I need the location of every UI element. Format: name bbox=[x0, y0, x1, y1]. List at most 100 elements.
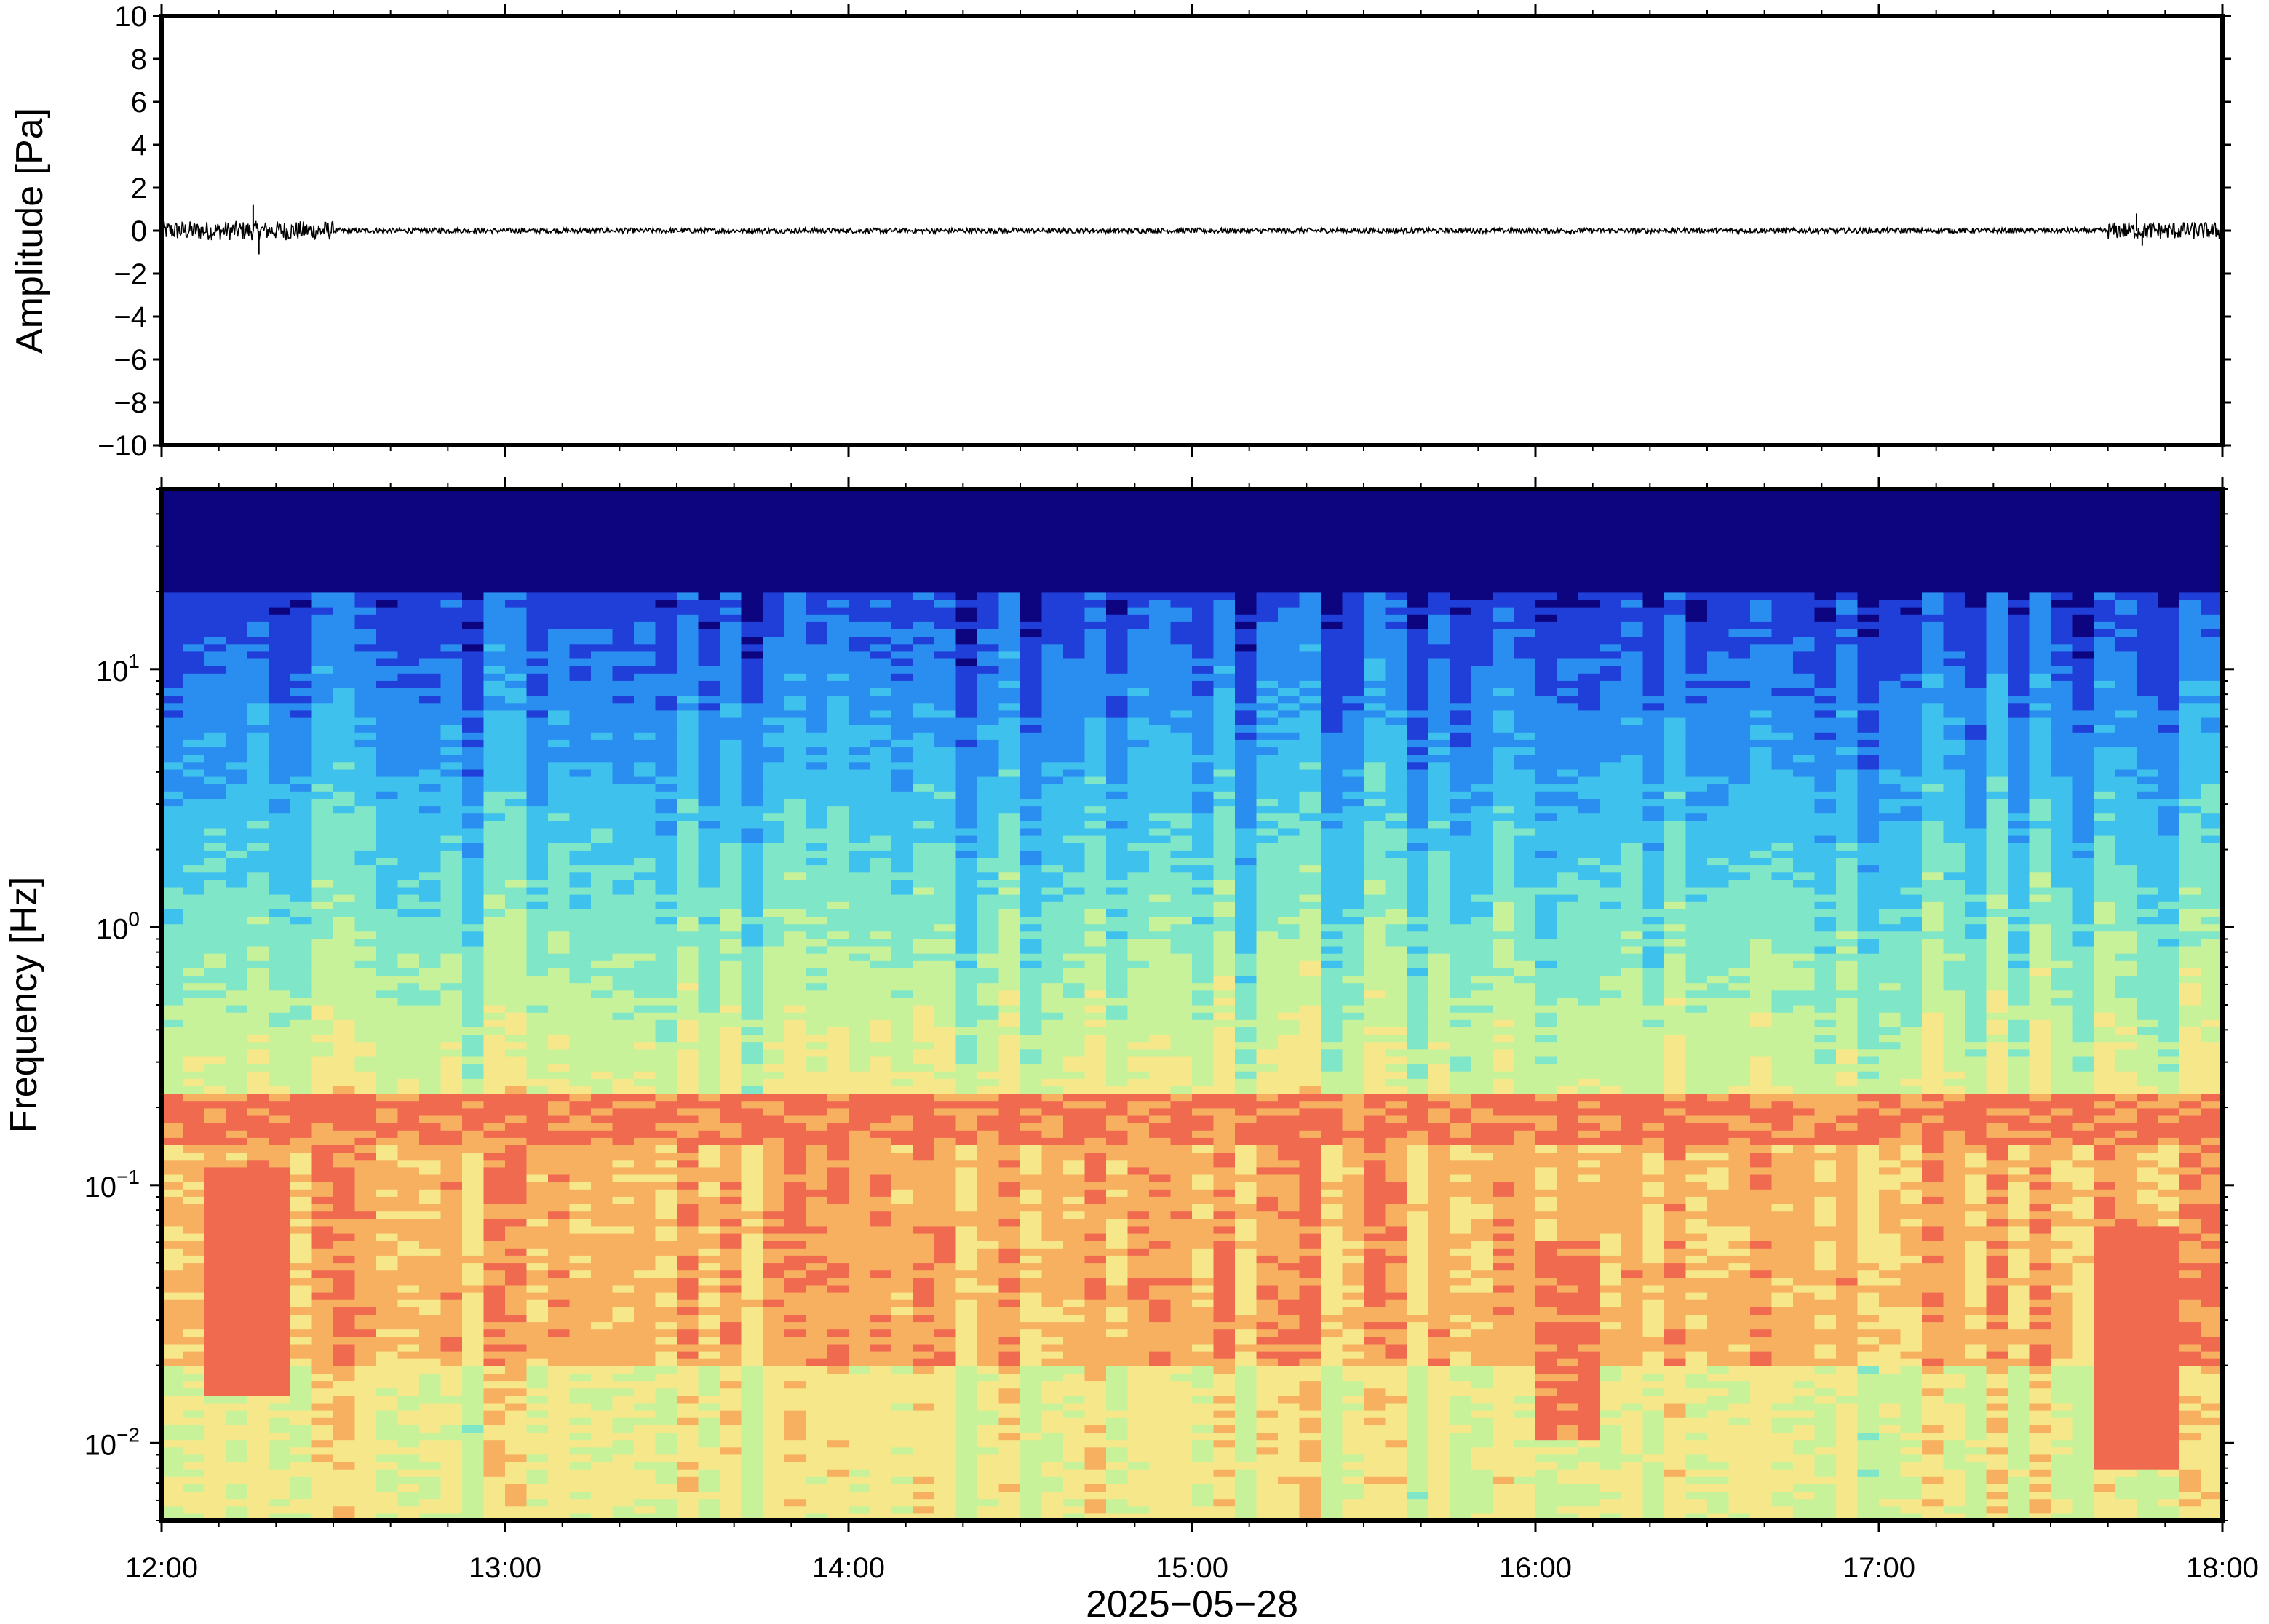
spectrogram-cell bbox=[247, 614, 270, 622]
spectrogram-cell bbox=[784, 643, 806, 652]
spectrogram-cell bbox=[677, 1462, 699, 1470]
spectrogram-cell bbox=[483, 850, 506, 858]
spectrogram-cell bbox=[440, 1395, 463, 1404]
spectrogram-cell bbox=[226, 540, 248, 549]
spectrogram-cell bbox=[162, 754, 184, 763]
spectrogram-cell bbox=[505, 1343, 528, 1352]
spectrogram-cell bbox=[269, 503, 291, 512]
spectrogram-cell bbox=[419, 1093, 442, 1102]
spectrogram-cell bbox=[720, 1034, 742, 1043]
spectrogram-cell bbox=[569, 1307, 592, 1315]
spectrogram-cell bbox=[548, 1417, 571, 1425]
spectrogram-cell bbox=[505, 1432, 528, 1441]
spectrogram-cell bbox=[419, 1123, 442, 1131]
spectrogram-cell bbox=[376, 1410, 399, 1418]
spectrogram-cell bbox=[827, 1064, 849, 1072]
spectrogram-cell bbox=[655, 1145, 677, 1153]
spectrogram-cell bbox=[247, 1292, 270, 1300]
spectrogram-cell bbox=[548, 879, 571, 888]
spectrogram-cell bbox=[526, 805, 549, 814]
spectrogram-cell bbox=[655, 960, 677, 968]
spectrogram-cell bbox=[763, 1012, 785, 1020]
spectrogram-cell bbox=[526, 1314, 549, 1323]
spectrogram-cell bbox=[462, 496, 485, 504]
spectrogram-cell bbox=[741, 1196, 763, 1204]
spectrogram-cell bbox=[655, 702, 677, 711]
spectrogram-cell bbox=[226, 650, 248, 659]
spectrogram-cell bbox=[634, 1505, 656, 1514]
spectrogram-cell bbox=[397, 1351, 420, 1359]
spectrogram-cell bbox=[591, 570, 613, 578]
spectrogram-cell bbox=[354, 1425, 377, 1433]
spectrogram-cell bbox=[462, 1012, 485, 1020]
spectrogram-cell bbox=[333, 1277, 356, 1286]
spectrogram-cell bbox=[333, 562, 356, 570]
spectrogram-cell bbox=[548, 1211, 571, 1219]
spectrogram-cell bbox=[376, 982, 399, 991]
spectrogram-cell bbox=[870, 702, 892, 711]
spectrogram-cell bbox=[462, 843, 485, 851]
spectrogram-cell bbox=[204, 1225, 227, 1234]
spectrogram-cell bbox=[333, 636, 356, 645]
spectrogram-cell bbox=[591, 761, 613, 770]
spectrogram-cell bbox=[247, 931, 270, 939]
spectrogram-cell bbox=[677, 680, 699, 688]
spectrogram-cell bbox=[462, 1123, 485, 1131]
spectrogram-cell bbox=[548, 1196, 571, 1204]
spectrogram-cell bbox=[204, 650, 227, 659]
spectrogram-cell bbox=[483, 1005, 506, 1013]
spectrogram-cell bbox=[505, 1218, 528, 1227]
spectrogram-cell bbox=[269, 827, 291, 836]
spectrogram-cell bbox=[548, 709, 571, 718]
spectrogram-cell bbox=[333, 1019, 356, 1027]
spectrogram-cell bbox=[655, 1064, 677, 1072]
spectrogram-cell bbox=[462, 1056, 485, 1064]
spectrogram-cell bbox=[870, 1166, 892, 1175]
spectrogram-cell bbox=[204, 776, 227, 784]
spectrogram-cell bbox=[891, 805, 914, 814]
spectrogram-cell bbox=[311, 960, 334, 968]
spectrogram-cell bbox=[655, 1329, 677, 1337]
spectrogram-cell bbox=[290, 496, 313, 504]
spectrogram-cell bbox=[612, 1277, 635, 1286]
spectrogram-cell bbox=[698, 1343, 720, 1352]
spectrogram-cell bbox=[483, 864, 506, 873]
spectrogram-cell bbox=[698, 990, 720, 998]
spectrogram-cell bbox=[183, 1255, 205, 1264]
spectrogram-cell bbox=[698, 1086, 720, 1094]
spectrogram-cell bbox=[677, 1358, 699, 1366]
spectrogram-cell bbox=[269, 1329, 291, 1337]
spectrogram-cell bbox=[440, 503, 463, 512]
spectrogram-cell bbox=[505, 879, 528, 888]
spectrogram-cell bbox=[333, 1380, 356, 1389]
spectrogram-cell bbox=[226, 525, 248, 534]
spectrogram-cell bbox=[634, 1380, 656, 1389]
spectrogram-cell bbox=[269, 1225, 291, 1234]
spectrogram-cell bbox=[741, 607, 763, 615]
spectrogram-cell bbox=[204, 1123, 227, 1131]
spectrogram-cell bbox=[269, 1380, 291, 1389]
spectrogram-cell bbox=[763, 1484, 785, 1492]
spectrogram-cell bbox=[419, 717, 442, 725]
spectrogram-cell bbox=[849, 1417, 871, 1425]
spectrogram-cell bbox=[333, 621, 356, 629]
spectrogram-cell bbox=[376, 879, 399, 888]
spectrogram-cell bbox=[354, 931, 377, 939]
spectrogram-cell bbox=[419, 709, 442, 718]
spectrogram-cell bbox=[612, 1182, 635, 1190]
spectrogram-cell bbox=[397, 725, 420, 733]
spectrogram-cell bbox=[655, 1292, 677, 1300]
spectrogram-cell bbox=[204, 931, 227, 939]
spectrogram-cell bbox=[634, 864, 656, 873]
spectrogram-cell bbox=[462, 909, 485, 917]
spectrogram-cell bbox=[763, 1292, 785, 1300]
spectrogram-cell bbox=[612, 599, 635, 608]
spectrogram-cell bbox=[655, 1380, 677, 1389]
spectrogram-cell bbox=[397, 1218, 420, 1227]
spectrogram-cell bbox=[677, 813, 699, 821]
spectrogram-cell bbox=[269, 1505, 291, 1514]
spectrogram-cell bbox=[591, 1270, 613, 1278]
spectrogram-cell bbox=[333, 1446, 356, 1455]
spectrogram-cell bbox=[913, 975, 935, 984]
spectrogram-cell bbox=[891, 725, 914, 733]
